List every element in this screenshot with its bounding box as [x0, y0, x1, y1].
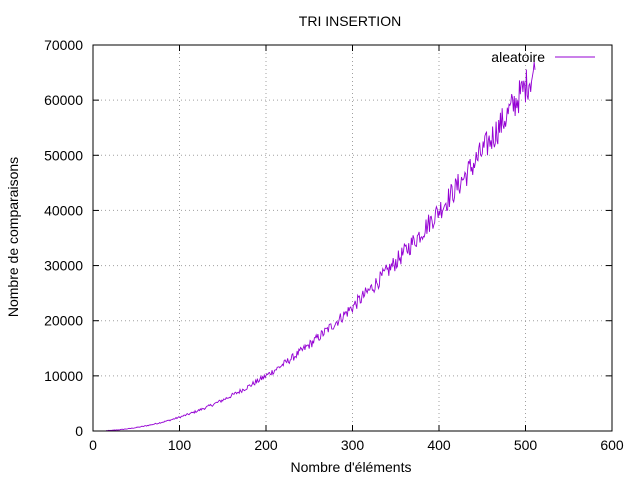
- x-tick-label: 400: [427, 437, 451, 453]
- legend: aleatoire: [491, 49, 595, 65]
- x-tick-label: 500: [514, 437, 538, 453]
- x-tick-label: 600: [600, 437, 624, 453]
- series-line-aleatoire: [105, 61, 536, 432]
- chart-title: TRI INSERTION: [299, 13, 401, 29]
- grid: [93, 45, 612, 431]
- y-tick-label: 50000: [44, 147, 83, 163]
- y-axis-title: Nombre de comparaisons: [5, 157, 21, 317]
- x-axis-title: Nombre d'éléments: [291, 459, 412, 475]
- y-tick-label: 0: [75, 423, 83, 439]
- series-layer: [105, 61, 536, 432]
- y-tick-label: 70000: [44, 37, 83, 53]
- y-tick-label: 60000: [44, 92, 83, 108]
- tick-labels: 0 100 200 300 400 500 600 0 10000 20000 30000 40000…: [44, 37, 624, 453]
- x-tick-label: 300: [341, 437, 365, 453]
- x-tick-label: 100: [168, 437, 192, 453]
- axes: [92, 44, 613, 432]
- legend-label-aleatoire: aleatoire: [491, 49, 545, 65]
- y-tick-label: 30000: [44, 258, 83, 274]
- x-tick-label: 0: [89, 437, 97, 453]
- y-tick-label: 10000: [44, 368, 83, 384]
- y-tick-label: 20000: [44, 313, 83, 329]
- x-tick-label: 200: [254, 437, 278, 453]
- y-tick-label: 40000: [44, 202, 83, 218]
